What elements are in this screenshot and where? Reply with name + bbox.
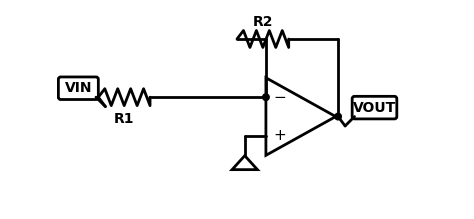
Text: +: + <box>273 128 286 143</box>
FancyBboxPatch shape <box>352 96 397 119</box>
Text: R1: R1 <box>114 112 135 126</box>
Text: R2: R2 <box>253 15 273 29</box>
Circle shape <box>335 113 341 120</box>
FancyBboxPatch shape <box>58 77 98 99</box>
Circle shape <box>263 94 269 101</box>
Text: VIN: VIN <box>64 81 92 95</box>
Text: −: − <box>273 90 286 105</box>
Text: VOUT: VOUT <box>353 101 396 115</box>
